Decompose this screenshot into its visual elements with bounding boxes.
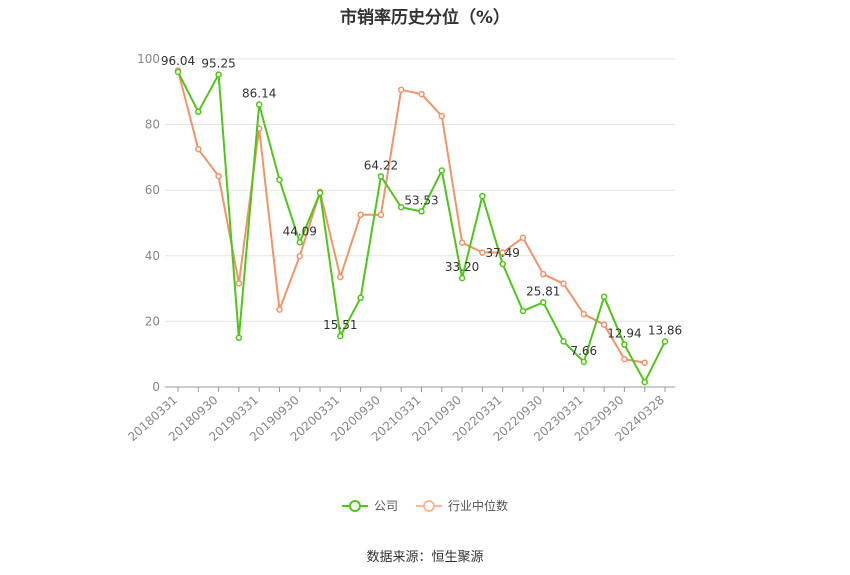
data-label: 25.81 — [526, 284, 560, 298]
legend-item-company[interactable]: 公司 — [341, 497, 398, 514]
data-point — [458, 239, 466, 246]
data-point — [621, 341, 628, 348]
data-point — [600, 293, 608, 301]
data-point — [519, 307, 527, 315]
y-tick-label: 0 — [152, 380, 160, 394]
data-point — [296, 239, 303, 246]
legend-item-industry[interactable]: 行业中位数 — [416, 497, 508, 514]
data-point — [479, 249, 486, 256]
series-line-1 — [177, 70, 645, 364]
data-point — [337, 273, 344, 281]
data-label: 44.09 — [283, 224, 317, 238]
data-point — [540, 299, 547, 306]
data-label: 37.49 — [485, 246, 519, 260]
data-point — [540, 270, 547, 278]
data-point — [418, 208, 425, 215]
data-point — [276, 176, 283, 183]
data-point — [276, 306, 283, 313]
data-label: 15.51 — [323, 318, 357, 332]
data-point — [174, 68, 182, 76]
legend-label-company: 公司 — [373, 499, 398, 513]
data-point — [580, 310, 588, 318]
data-point — [661, 338, 669, 345]
series-line-0 — [177, 71, 666, 384]
data-label: 13.86 — [648, 324, 682, 338]
data-point — [438, 167, 446, 174]
data-point — [560, 280, 567, 287]
data-point — [195, 145, 202, 153]
data-point — [215, 172, 222, 180]
x-axis-ticks: 2018033120180930201903312019093020200331… — [125, 387, 667, 444]
data-point — [519, 234, 527, 242]
data-labels: 96.04 95.25 86.14 44.09 15.51 64.22 53.53 33.20… — [161, 54, 682, 358]
y-axis-ticks: 0 20 40 60 80 100 — [137, 52, 160, 394]
data-label: 95.25 — [201, 57, 235, 71]
data-point — [580, 358, 588, 366]
data-point — [397, 86, 405, 94]
data-point — [641, 378, 648, 386]
data-label: 64.22 — [364, 158, 398, 172]
y-tick-label: 60 — [145, 183, 160, 197]
data-point — [357, 294, 364, 302]
data-label: 86.14 — [242, 86, 276, 100]
data-point — [458, 274, 466, 282]
data-label: 53.53 — [404, 193, 438, 207]
data-point — [316, 189, 324, 197]
y-tick-label: 20 — [145, 314, 160, 328]
data-point — [255, 101, 263, 108]
data-point — [560, 338, 567, 345]
data-point — [479, 192, 486, 200]
legend-swatch-company — [341, 499, 368, 512]
data-point — [600, 321, 608, 328]
y-tick-label: 80 — [145, 118, 160, 132]
data-point — [235, 280, 243, 287]
data-point — [357, 211, 364, 219]
data-point — [377, 211, 385, 219]
data-label: 96.04 — [161, 54, 195, 68]
data-label: 7.66 — [570, 344, 597, 358]
data-label: 12.94 — [607, 327, 641, 341]
chart-title: 市销率历史分位（%） — [339, 8, 511, 28]
data-point — [641, 359, 648, 366]
series-lines — [174, 67, 669, 386]
data-point — [621, 355, 628, 363]
grid-lines — [165, 58, 675, 322]
data-point — [195, 108, 202, 116]
legend: 公司 行业中位数 — [0, 497, 850, 514]
data-point — [296, 252, 303, 260]
legend-label-industry: 行业中位数 — [448, 499, 509, 513]
y-tick-label: 40 — [145, 249, 160, 263]
data-label: 33.20 — [445, 260, 479, 274]
data-source: 数据来源：恒生聚源 — [366, 550, 484, 565]
data-point — [377, 173, 385, 180]
data-point — [499, 260, 506, 268]
data-point — [215, 71, 222, 78]
data-point — [418, 90, 425, 98]
data-point — [235, 334, 243, 342]
y-tick-label: 100 — [137, 52, 160, 66]
data-point — [337, 332, 344, 340]
data-point — [438, 112, 446, 120]
data-point — [397, 204, 405, 211]
legend-swatch-industry — [416, 499, 442, 512]
